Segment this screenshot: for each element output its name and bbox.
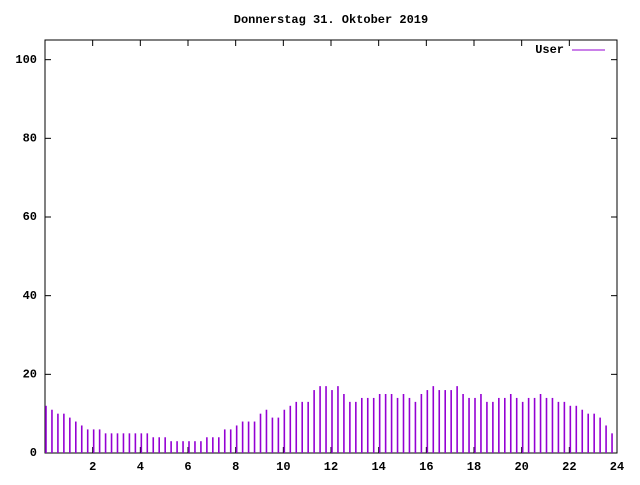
x-tick-label: 20	[514, 460, 528, 474]
x-tick-label: 16	[419, 460, 433, 474]
legend-label: User	[535, 43, 564, 57]
y-tick-label: 20	[23, 368, 37, 382]
x-tick-label: 8	[232, 460, 239, 474]
x-tick-label: 10	[276, 460, 290, 474]
y-tick-label: 60	[23, 210, 37, 224]
plot-frame	[44, 39, 618, 454]
x-tick-label: 12	[324, 460, 338, 474]
x-tick-label: 18	[467, 460, 481, 474]
x-tick-label: 24	[610, 460, 624, 474]
x-tick-label: 6	[184, 460, 191, 474]
y-tick-label: 40	[23, 289, 37, 303]
x-tick-label: 14	[371, 460, 385, 474]
y-tick-label: 0	[30, 446, 37, 460]
y-tick-label: 100	[15, 53, 37, 67]
x-tick-label: 2	[89, 460, 96, 474]
y-tick-label: 80	[23, 132, 37, 146]
x-tick-label: 4	[137, 460, 144, 474]
chart-title: Donnerstag 31. Oktober 2019	[234, 13, 428, 27]
x-tick-label: 22	[562, 460, 576, 474]
